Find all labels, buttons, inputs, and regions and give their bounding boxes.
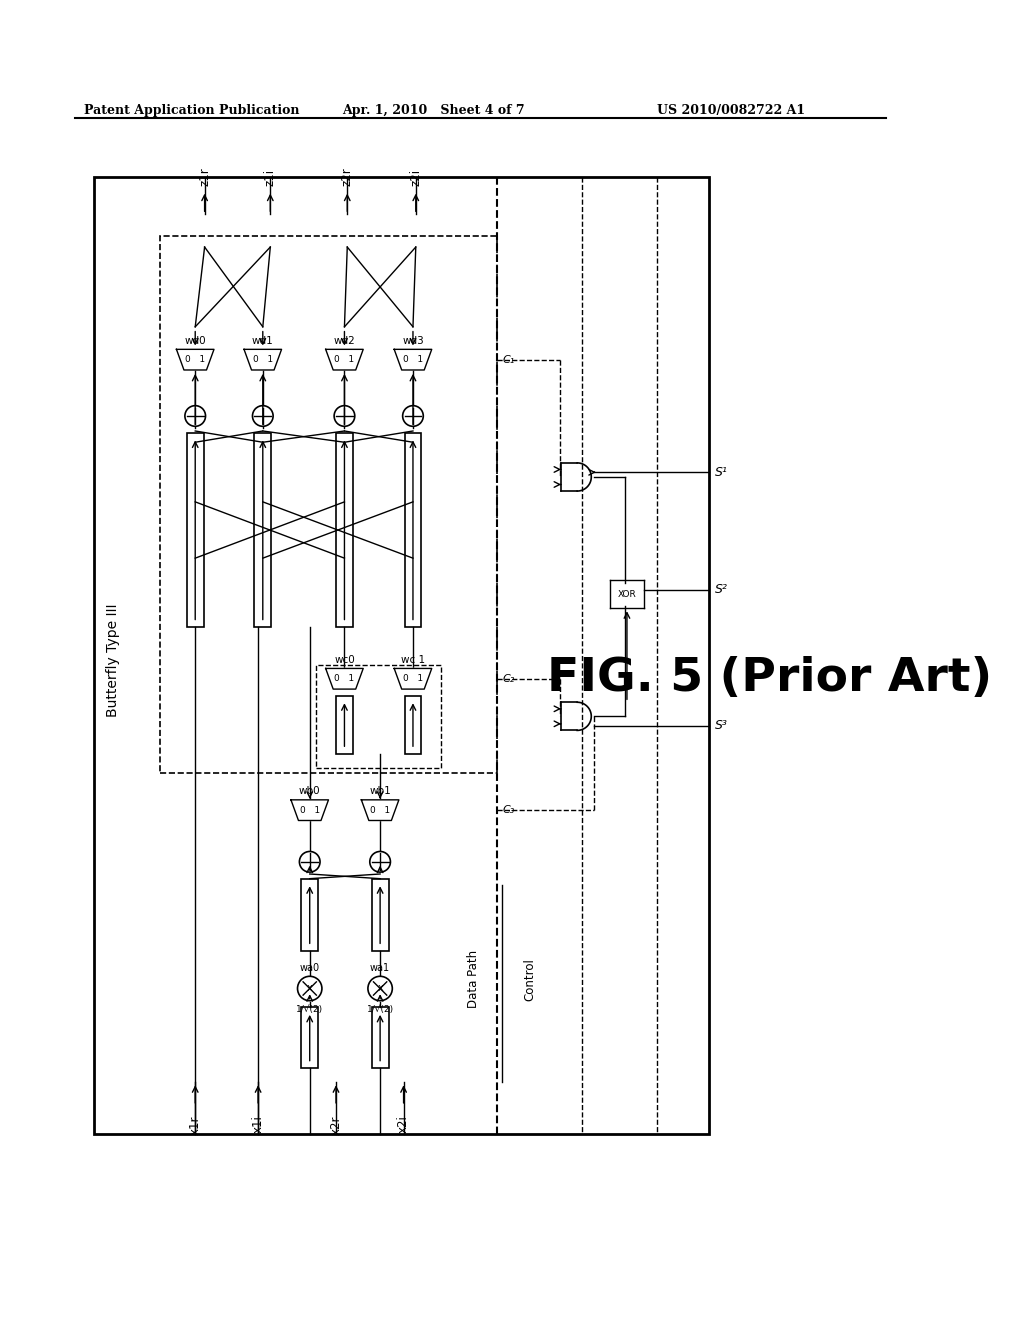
Bar bbox=[404, 433, 422, 627]
Polygon shape bbox=[244, 350, 282, 370]
Text: 0   1: 0 1 bbox=[185, 355, 205, 364]
Polygon shape bbox=[394, 350, 432, 370]
Text: x2r: x2r bbox=[330, 1115, 342, 1135]
Text: S³: S³ bbox=[715, 719, 728, 733]
Circle shape bbox=[298, 977, 322, 1001]
Text: S¹: S¹ bbox=[715, 466, 728, 479]
Text: wd3: wd3 bbox=[402, 335, 424, 346]
Text: wb0: wb0 bbox=[299, 787, 321, 796]
Text: wc0: wc0 bbox=[334, 655, 355, 665]
Text: x: x bbox=[307, 983, 312, 994]
Bar bbox=[186, 433, 204, 627]
Text: x1r: x1r bbox=[188, 1115, 202, 1135]
Text: FIG. 5 (Prior Art): FIG. 5 (Prior Art) bbox=[547, 656, 992, 701]
Circle shape bbox=[370, 851, 390, 873]
Text: wd2: wd2 bbox=[334, 335, 355, 346]
Polygon shape bbox=[326, 350, 364, 370]
Text: 0   1: 0 1 bbox=[402, 675, 423, 684]
Text: x: x bbox=[377, 983, 383, 994]
Text: Data Path: Data Path bbox=[468, 950, 480, 1008]
Text: 0   1: 0 1 bbox=[370, 805, 390, 814]
Polygon shape bbox=[291, 800, 329, 821]
Text: z1r: z1r bbox=[198, 168, 211, 186]
Bar bbox=[372, 879, 388, 950]
Bar bbox=[301, 1007, 318, 1068]
Text: Patent Application Publication: Patent Application Publication bbox=[84, 104, 300, 117]
Text: wa1: wa1 bbox=[370, 962, 390, 973]
Bar bbox=[404, 696, 422, 754]
Bar bbox=[160, 236, 498, 772]
Circle shape bbox=[368, 977, 392, 1001]
Text: 0   1: 0 1 bbox=[402, 355, 423, 364]
Text: US 2010/0082722 A1: US 2010/0082722 A1 bbox=[657, 104, 805, 117]
Bar bbox=[336, 696, 353, 754]
Bar bbox=[316, 665, 441, 768]
Text: z2i: z2i bbox=[410, 169, 422, 186]
Circle shape bbox=[334, 405, 354, 426]
Polygon shape bbox=[394, 668, 432, 689]
Text: 1/√(2): 1/√(2) bbox=[367, 1006, 393, 1014]
Polygon shape bbox=[176, 350, 214, 370]
Text: z2r: z2r bbox=[341, 168, 353, 186]
Text: C₂: C₂ bbox=[502, 673, 514, 684]
Text: 1/√(2): 1/√(2) bbox=[296, 1006, 324, 1014]
Text: Apr. 1, 2010   Sheet 4 of 7: Apr. 1, 2010 Sheet 4 of 7 bbox=[343, 104, 525, 117]
Text: C₁: C₁ bbox=[502, 355, 514, 364]
Text: z1i: z1i bbox=[264, 169, 276, 186]
Circle shape bbox=[402, 405, 423, 426]
Text: x2i: x2i bbox=[397, 1115, 410, 1133]
Bar bbox=[254, 433, 271, 627]
Text: 0   1: 0 1 bbox=[253, 355, 272, 364]
Text: wb1: wb1 bbox=[370, 787, 391, 796]
Text: wa0: wa0 bbox=[300, 962, 319, 973]
Circle shape bbox=[299, 851, 321, 873]
Text: Control: Control bbox=[524, 958, 537, 1001]
Circle shape bbox=[253, 405, 273, 426]
Circle shape bbox=[185, 405, 206, 426]
Text: XOR: XOR bbox=[617, 590, 636, 599]
Polygon shape bbox=[361, 800, 399, 821]
Bar bbox=[94, 177, 709, 1134]
Text: C₃: C₃ bbox=[502, 805, 514, 816]
Text: wc 1: wc 1 bbox=[401, 655, 425, 665]
Text: 0   1: 0 1 bbox=[300, 805, 319, 814]
Bar bbox=[372, 1007, 388, 1068]
Text: 0   1: 0 1 bbox=[335, 355, 354, 364]
Text: 0   1: 0 1 bbox=[335, 675, 354, 684]
Text: wd0: wd0 bbox=[184, 335, 206, 346]
Text: Butterfly Type III: Butterfly Type III bbox=[105, 603, 120, 717]
Polygon shape bbox=[326, 668, 364, 689]
Bar bbox=[301, 879, 318, 950]
Text: wd1: wd1 bbox=[252, 335, 273, 346]
Text: x1i: x1i bbox=[252, 1115, 264, 1133]
Bar bbox=[336, 433, 353, 627]
Text: S²: S² bbox=[715, 583, 728, 597]
